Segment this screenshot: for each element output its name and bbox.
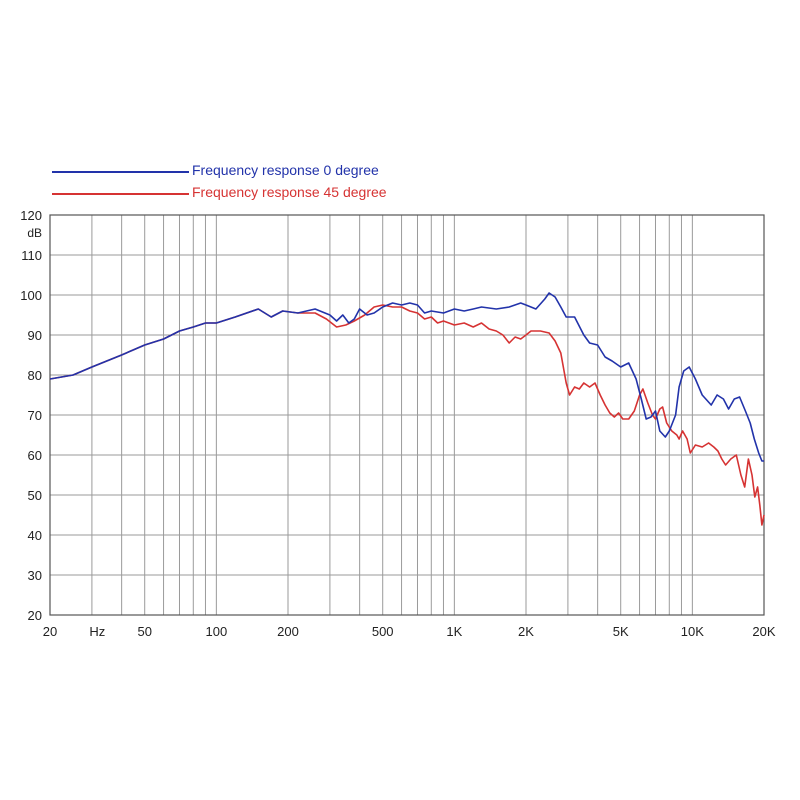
- x-tick-label: 200: [277, 624, 299, 639]
- x-tick-label: 2K: [518, 624, 534, 639]
- y-tick-label: 100: [20, 288, 42, 303]
- x-tick-label: 500: [372, 624, 394, 639]
- y-tick-label: 60: [28, 448, 42, 463]
- legend-label-45-degree: Frequency response 45 degree: [192, 184, 387, 200]
- y-tick-label: 20: [28, 608, 42, 623]
- legend-label-0-degree: Frequency response 0 degree: [192, 162, 379, 178]
- y-axis-label: dB: [27, 226, 42, 240]
- x-tick-label: 50: [137, 624, 151, 639]
- plot-frame: [49, 214, 765, 616]
- legend-line-0-degree: [52, 171, 189, 173]
- x-tick-label: 100: [206, 624, 228, 639]
- y-tick-label: 110: [21, 248, 42, 263]
- y-tick-label: 70: [28, 408, 42, 423]
- x-tick-label: 1K: [446, 624, 462, 639]
- y-tick-label: 40: [28, 528, 42, 543]
- series-line-45-degree: [49, 304, 765, 526]
- y-tick-label: 80: [28, 368, 42, 383]
- y-tick-label: 30: [28, 568, 42, 583]
- legend-line-45-degree: [52, 193, 189, 195]
- x-tick-label: 20K: [752, 624, 775, 639]
- series-line-0-degree: [49, 292, 764, 462]
- y-tick-label: 90: [28, 328, 42, 343]
- y-tick-label: 120: [20, 208, 42, 223]
- x-axis-label: Hz: [89, 624, 105, 639]
- x-tick-label: 10K: [681, 624, 704, 639]
- y-tick-label: 50: [28, 488, 42, 503]
- x-tick-label: 5K: [613, 624, 629, 639]
- x-tick-label: 20: [43, 624, 57, 639]
